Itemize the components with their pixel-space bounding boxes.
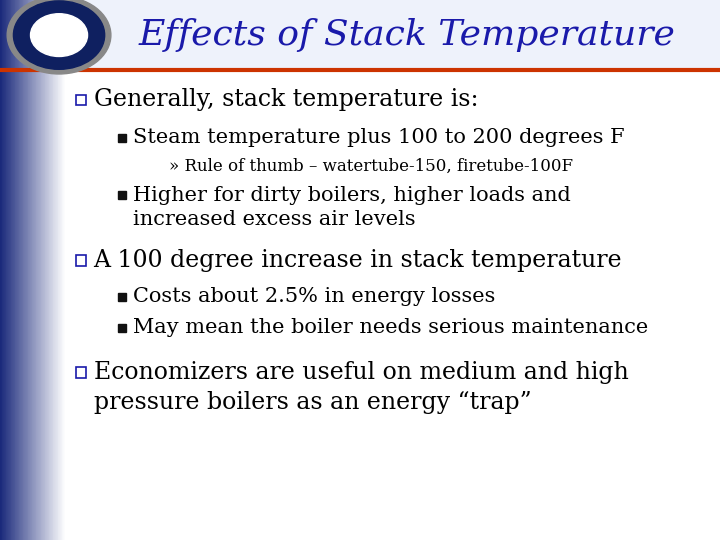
Bar (50, 0, 51, 540)
Text: May mean the boiler needs serious maintenance: May mean the boiler needs serious mainte… (133, 318, 649, 338)
Bar (31, 0, 32, 540)
Text: Generally, stack temperature is:: Generally, stack temperature is: (94, 89, 478, 111)
Bar (33, 0, 34, 540)
Bar (53, 0, 54, 540)
Bar (54, 0, 55, 540)
Bar (23, 0, 24, 540)
Text: increased excess air levels: increased excess air levels (133, 210, 416, 230)
FancyBboxPatch shape (76, 94, 86, 105)
Circle shape (7, 0, 111, 74)
Bar (42, 0, 43, 540)
Circle shape (14, 1, 104, 69)
Text: Higher for dirty boilers, higher loads and: Higher for dirty boilers, higher loads a… (133, 186, 571, 205)
Bar (60, 0, 61, 540)
Bar (16, 0, 17, 540)
Bar (52, 0, 53, 540)
Bar (43, 0, 44, 540)
Bar (19, 0, 20, 540)
Bar (39, 0, 40, 540)
Bar (37, 0, 38, 540)
Bar (4, 0, 5, 540)
Bar (32, 0, 33, 540)
Bar (34, 0, 35, 540)
Bar (63, 0, 64, 540)
Text: Economizers are useful on medium and high: Economizers are useful on medium and hig… (94, 361, 629, 384)
Bar (41, 0, 42, 540)
Bar (40, 0, 41, 540)
Bar (0, 0, 1, 540)
Bar (13, 0, 14, 540)
Bar (14, 0, 15, 540)
Bar (22, 0, 23, 540)
Bar (15, 0, 16, 540)
Bar (2, 0, 3, 540)
Bar (24, 0, 25, 540)
Bar (18, 0, 19, 540)
Bar (59, 0, 60, 540)
Bar (8, 0, 9, 540)
Bar (64, 0, 65, 540)
Bar (12, 0, 13, 540)
Bar (6, 0, 7, 540)
Bar (61, 0, 63, 540)
Text: Costs about 2.5% in energy losses: Costs about 2.5% in energy losses (133, 287, 495, 307)
Bar (11, 0, 12, 540)
Bar (28, 0, 29, 540)
Bar (26, 0, 27, 540)
Circle shape (30, 14, 88, 57)
Bar (47, 0, 48, 540)
FancyBboxPatch shape (76, 255, 86, 266)
Bar (9, 0, 10, 540)
Bar (46, 0, 47, 540)
Bar (55, 0, 56, 540)
Text: » Rule of thumb – watertube-150, firetube-100F: » Rule of thumb – watertube-150, firetub… (169, 158, 573, 175)
Bar (51, 0, 52, 540)
Bar (21, 0, 22, 540)
Bar (45, 0, 46, 540)
FancyBboxPatch shape (76, 367, 86, 378)
Bar (20, 0, 21, 540)
Bar (58, 0, 59, 540)
Bar (10, 0, 11, 540)
Bar (29, 0, 30, 540)
Bar (35, 0, 36, 540)
Bar (1, 0, 2, 540)
Bar (56, 0, 57, 540)
Bar (3, 0, 4, 540)
Bar (27, 0, 28, 540)
Bar (5, 0, 6, 540)
Bar (44, 0, 45, 540)
Bar (0, 0, 720, 70)
Bar (36, 0, 37, 540)
Text: Effects of Stack Temperature: Effects of Stack Temperature (138, 18, 675, 52)
Bar (38, 0, 39, 540)
Bar (25, 0, 26, 540)
Bar (48, 0, 50, 540)
Text: pressure boilers as an energy “trap”: pressure boilers as an energy “trap” (94, 391, 531, 414)
Bar (30, 0, 31, 540)
Text: Steam temperature plus 100 to 200 degrees F: Steam temperature plus 100 to 200 degree… (133, 128, 625, 147)
Bar (0, 70, 720, 540)
Bar (7, 0, 8, 540)
Bar (17, 0, 18, 540)
Text: A 100 degree increase in stack temperature: A 100 degree increase in stack temperatu… (94, 249, 622, 272)
Bar (57, 0, 58, 540)
